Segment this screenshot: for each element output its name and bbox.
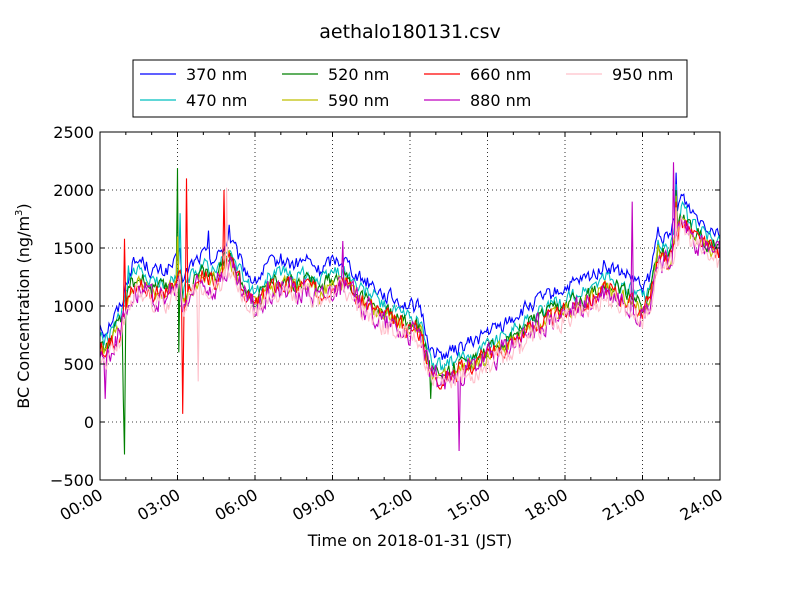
legend-label: 590 nm <box>328 91 389 110</box>
y-axis-label: BC Concentration (ng/m3) <box>14 203 33 408</box>
x-tick-label: 06:00 <box>212 485 261 525</box>
series-lines <box>100 162 720 455</box>
legend-label: 880 nm <box>470 91 531 110</box>
series-line-370-nm <box>100 172 720 360</box>
legend: 370 nm 470 nm 520 nm 590 nm 660 nm 880 nm 950 … <box>132 59 688 118</box>
legend-label: 370 nm <box>186 65 247 84</box>
y-axis-label-close: ) <box>14 203 33 209</box>
x-tick-label: 12:00 <box>367 485 416 525</box>
x-axis-label: Time on 2018-01-31 (JST) <box>307 531 512 550</box>
y-tick-label: 500 <box>63 355 94 374</box>
legend-label: 660 nm <box>470 65 531 84</box>
y-axis-label-sup: 3 <box>14 210 25 216</box>
y-tick-label: 1000 <box>53 297 94 316</box>
y-axis-label-main: BC Concentration (ng/m <box>14 216 33 409</box>
x-tick-label: 09:00 <box>289 485 338 525</box>
x-tick-label: 24:00 <box>677 485 726 525</box>
y-tick-label: −500 <box>50 471 94 490</box>
x-tick-label: 18:00 <box>522 485 571 525</box>
y-axis: −500 0 500 1000 1500 2000 2500 <box>50 123 720 490</box>
x-tick-label: 21:00 <box>599 485 648 525</box>
x-tick-label: 15:00 <box>444 485 493 525</box>
grid-lines <box>100 132 720 480</box>
x-tick-label: 00:00 <box>57 485 106 525</box>
series-line-520-nm <box>100 167 720 455</box>
legend-box <box>132 59 688 118</box>
chart-title: aethalo180131.csv <box>319 21 501 43</box>
y-tick-label: 2500 <box>53 123 94 142</box>
legend-label: 470 nm <box>186 91 247 110</box>
series-line-950-nm <box>100 187 720 389</box>
legend-label: 520 nm <box>328 65 389 84</box>
y-tick-label: 2000 <box>53 181 94 200</box>
y-tick-label: 1500 <box>53 239 94 258</box>
y-tick-label: 0 <box>84 413 94 432</box>
x-tick-label: 03:00 <box>134 485 183 525</box>
legend-label: 950 nm <box>612 65 673 84</box>
